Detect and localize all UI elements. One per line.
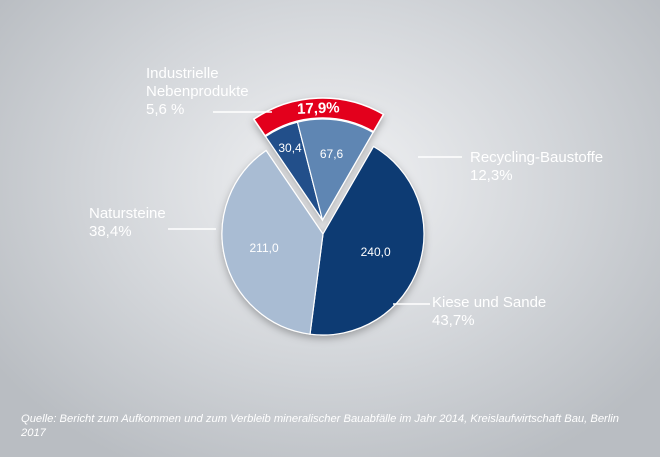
legend-kiese: Kiese und Sande 43,7% (432, 294, 546, 330)
highlight-ring (252, 97, 385, 137)
value-label-kiese: 240,0 (361, 245, 391, 259)
kiese-label: Kiese und Sande (432, 294, 547, 311)
value-label-natursteine: 211,0 (249, 241, 278, 255)
legend-industrie: Industrielle Nebenprodukte 5,6 % (146, 65, 249, 119)
pie-slice-kiese (309, 145, 425, 336)
value-label-industrie: 30,4 (278, 141, 302, 155)
industrie-label-line1: Industrielle (146, 65, 219, 82)
pie-slice-natursteine (221, 149, 324, 335)
legend-natursteine: Natursteine 38,4% (89, 205, 166, 241)
kiese-percent: 43,7% (432, 312, 475, 329)
source-note: Quelle: Bericht zum Aufkommen und zum Ve… (21, 413, 619, 439)
value-label-recycling: 67,6 (320, 147, 344, 161)
legend-recycling: Recycling-Baustoffe 12,3% (470, 149, 603, 185)
industrie-percent: 5,6 % (146, 101, 185, 118)
recycling-percent: 12,3% (470, 167, 513, 184)
natursteine-percent: 38,4% (89, 223, 132, 240)
recycling-label: Recycling-Baustoffe (470, 149, 604, 166)
highlight-label: 17,9% (297, 99, 340, 118)
industrie-label-line2: Nebenprodukte (146, 83, 249, 100)
natursteine-label: Natursteine (89, 205, 166, 222)
pie-slice-recycling (296, 118, 374, 222)
